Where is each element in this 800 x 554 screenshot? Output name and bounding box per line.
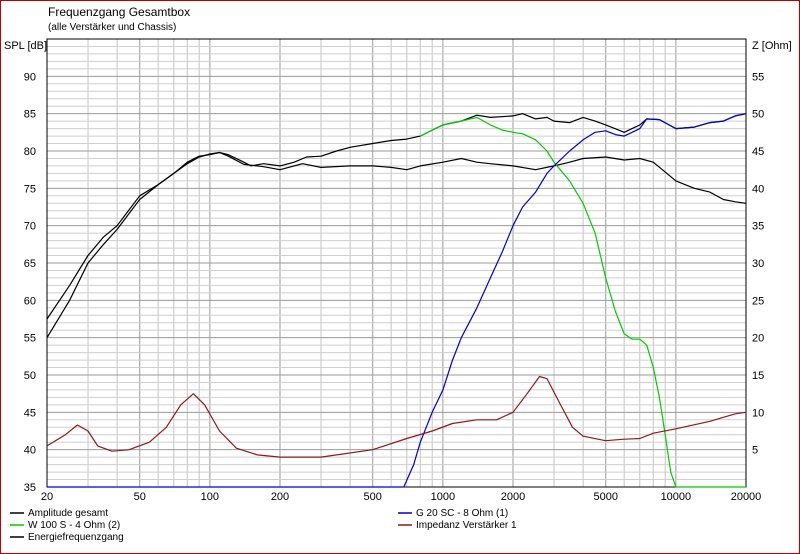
series-layer bbox=[46, 113, 747, 488]
y-tick-label-left: 85 bbox=[24, 109, 36, 121]
y-tick-label-left: 75 bbox=[24, 183, 36, 195]
x-tick-label: 200 bbox=[271, 491, 289, 503]
legend-label: G 20 SC - 8 Ohm (1) bbox=[416, 508, 508, 519]
grid bbox=[46, 38, 747, 488]
y-tick-label-left: 35 bbox=[24, 482, 36, 494]
x-tick-label: 5000 bbox=[593, 491, 617, 503]
y-tick-label-right: 35 bbox=[752, 221, 764, 233]
series-line-impedanz-verst-rker-1 bbox=[46, 375, 747, 458]
y-tick-label-left: 90 bbox=[24, 71, 36, 83]
x-tick-label: 1000 bbox=[431, 491, 455, 503]
y-tick-label-right: 10 bbox=[752, 407, 764, 419]
y-tick-label-right: 40 bbox=[752, 183, 764, 195]
x-tick-label: 100 bbox=[201, 491, 219, 503]
y-axis-left-label: SPL [dB] bbox=[4, 40, 47, 52]
legend-label: W 100 S - 4 Ohm (2) bbox=[28, 520, 120, 531]
x-tick-label: 20 bbox=[41, 491, 53, 503]
y-tick-label-right: 50 bbox=[752, 109, 764, 121]
legend-label: Impedanz Verstärker 1 bbox=[416, 520, 517, 531]
x-tick-label: 2000 bbox=[501, 491, 525, 503]
y-tick-label-right: 55 bbox=[752, 71, 764, 83]
y-tick-label-left: 40 bbox=[24, 445, 36, 457]
y-tick-label-right: 25 bbox=[752, 295, 764, 307]
y-tick-label-left: 50 bbox=[24, 370, 36, 382]
tick-labels: 20 50 100 200 500 1000 2000 5000 10000 20000 35 40 4… bbox=[24, 71, 765, 503]
y-tick-label-left: 65 bbox=[24, 258, 36, 270]
x-tick-label: 500 bbox=[364, 491, 382, 503]
y-tick-label-right: 20 bbox=[752, 333, 764, 345]
series-line-energiefrequenzgang bbox=[46, 151, 747, 339]
y-tick-label-left: 80 bbox=[24, 146, 36, 158]
series-line-amplitude-gesamt bbox=[46, 113, 747, 320]
chart-title: Frequenzgang Gesamtbox bbox=[48, 5, 190, 19]
y-tick-label-right: 5 bbox=[752, 445, 758, 457]
x-tick-label: 50 bbox=[134, 491, 146, 503]
x-tick-label: 20000 bbox=[731, 491, 762, 503]
series-line-w-100-s-4-ohm-2 bbox=[420, 116, 746, 488]
y-tick-label-right: 30 bbox=[752, 258, 764, 270]
y-tick-label-left: 70 bbox=[24, 221, 36, 233]
y-tick-label-right: 45 bbox=[752, 146, 764, 158]
x-tick-label: 10000 bbox=[661, 491, 692, 503]
chart-subtitle: (alle Verstärker und Chassis) bbox=[48, 22, 176, 33]
y-tick-label-left: 55 bbox=[24, 333, 36, 345]
y-tick-label-right: 15 bbox=[752, 370, 764, 382]
y-tick-label-left: 45 bbox=[24, 407, 36, 419]
series-line-g-20-sc-8-ohm-1 bbox=[47, 113, 747, 488]
legend-label: Amplitude gesamt bbox=[28, 508, 108, 519]
y-axis-right-label: Z [Ohm] bbox=[752, 40, 792, 52]
legend-label: Energiefrequenzgang bbox=[28, 532, 124, 543]
y-tick-label-left: 60 bbox=[24, 295, 36, 307]
